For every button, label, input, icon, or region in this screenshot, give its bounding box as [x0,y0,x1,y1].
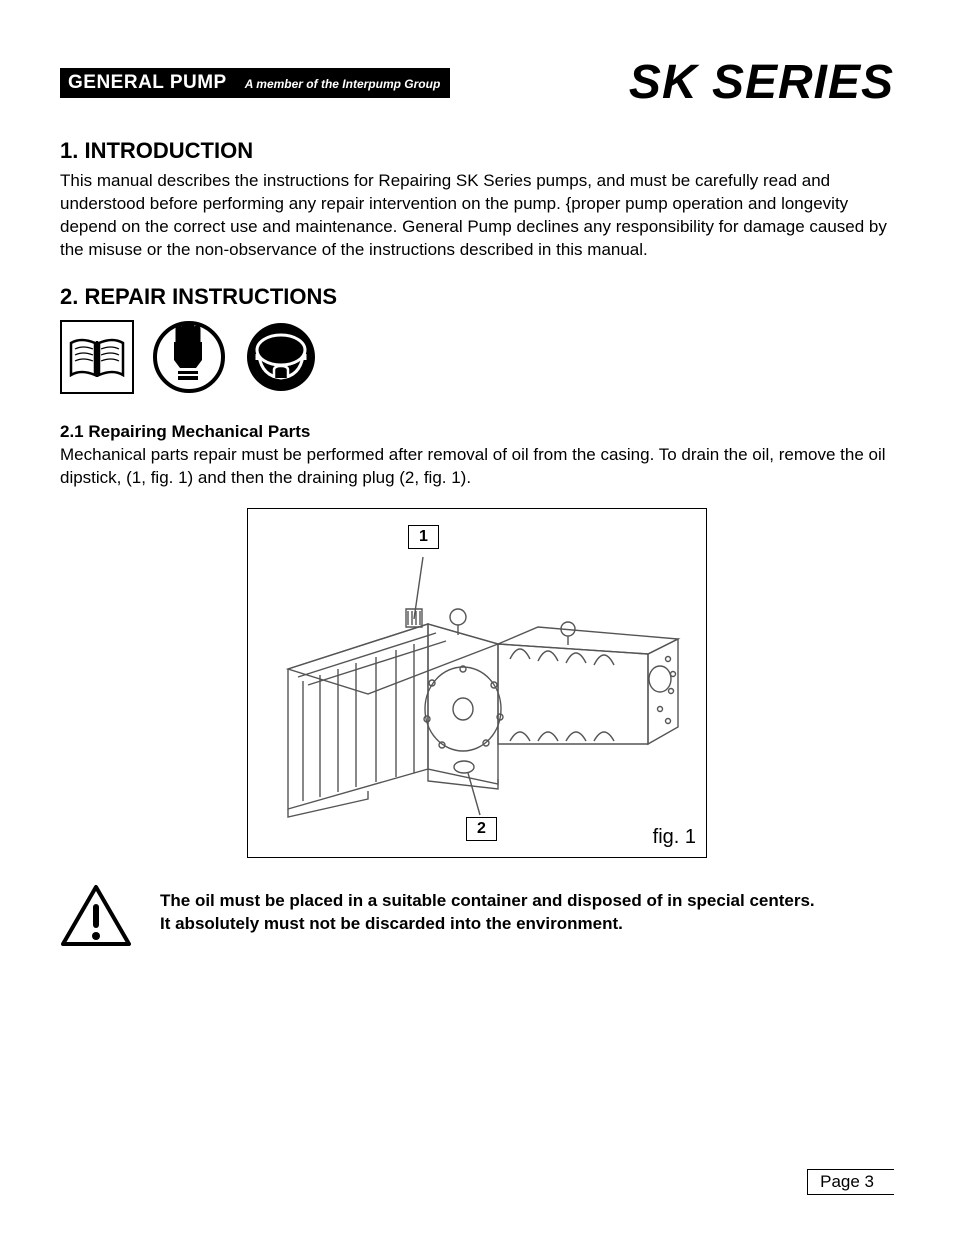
section-1-body: This manual describes the instructions f… [60,170,894,262]
pump-diagram [248,509,708,859]
safety-icon-row [60,320,894,394]
section-1-heading: 1. INTRODUCTION [60,138,894,164]
brand-bar: GENERAL PUMP A member of the Interpump G… [60,68,450,98]
document-page: GENERAL PUMP A member of the Interpump G… [0,0,954,1235]
warning-line-2: It absolutely must not be discarded into… [160,913,815,936]
page-number: Page 3 [807,1169,894,1195]
section-2-heading: 2. REPAIR INSTRUCTIONS [60,284,894,310]
series-title: SK SERIES [629,55,894,110]
warning-line-1: The oil must be placed in a suitable con… [160,890,815,913]
figure-1: 1 2 fig. 1 [247,508,707,858]
brand-subtitle: A member of the Interpump Group [245,77,441,91]
figure-label: fig. 1 [653,826,696,849]
goggles-icon [244,320,318,394]
figure-1-container: 1 2 fig. 1 [60,508,894,858]
warning-text: The oil must be placed in a suitable con… [160,884,815,936]
page-header: GENERAL PUMP A member of the Interpump G… [60,55,894,110]
book-icon [60,320,134,394]
warning-triangle-icon [60,884,132,948]
warning-block: The oil must be placed in a suitable con… [60,884,894,948]
section-2-1-heading: 2.1 Repairing Mechanical Parts [60,422,894,442]
figure-callout-1: 1 [408,525,439,549]
brand-name: GENERAL PUMP [68,72,227,94]
glove-icon [152,320,226,394]
figure-callout-2: 2 [466,817,497,841]
section-2-1-body: Mechanical parts repair must be performe… [60,444,894,490]
